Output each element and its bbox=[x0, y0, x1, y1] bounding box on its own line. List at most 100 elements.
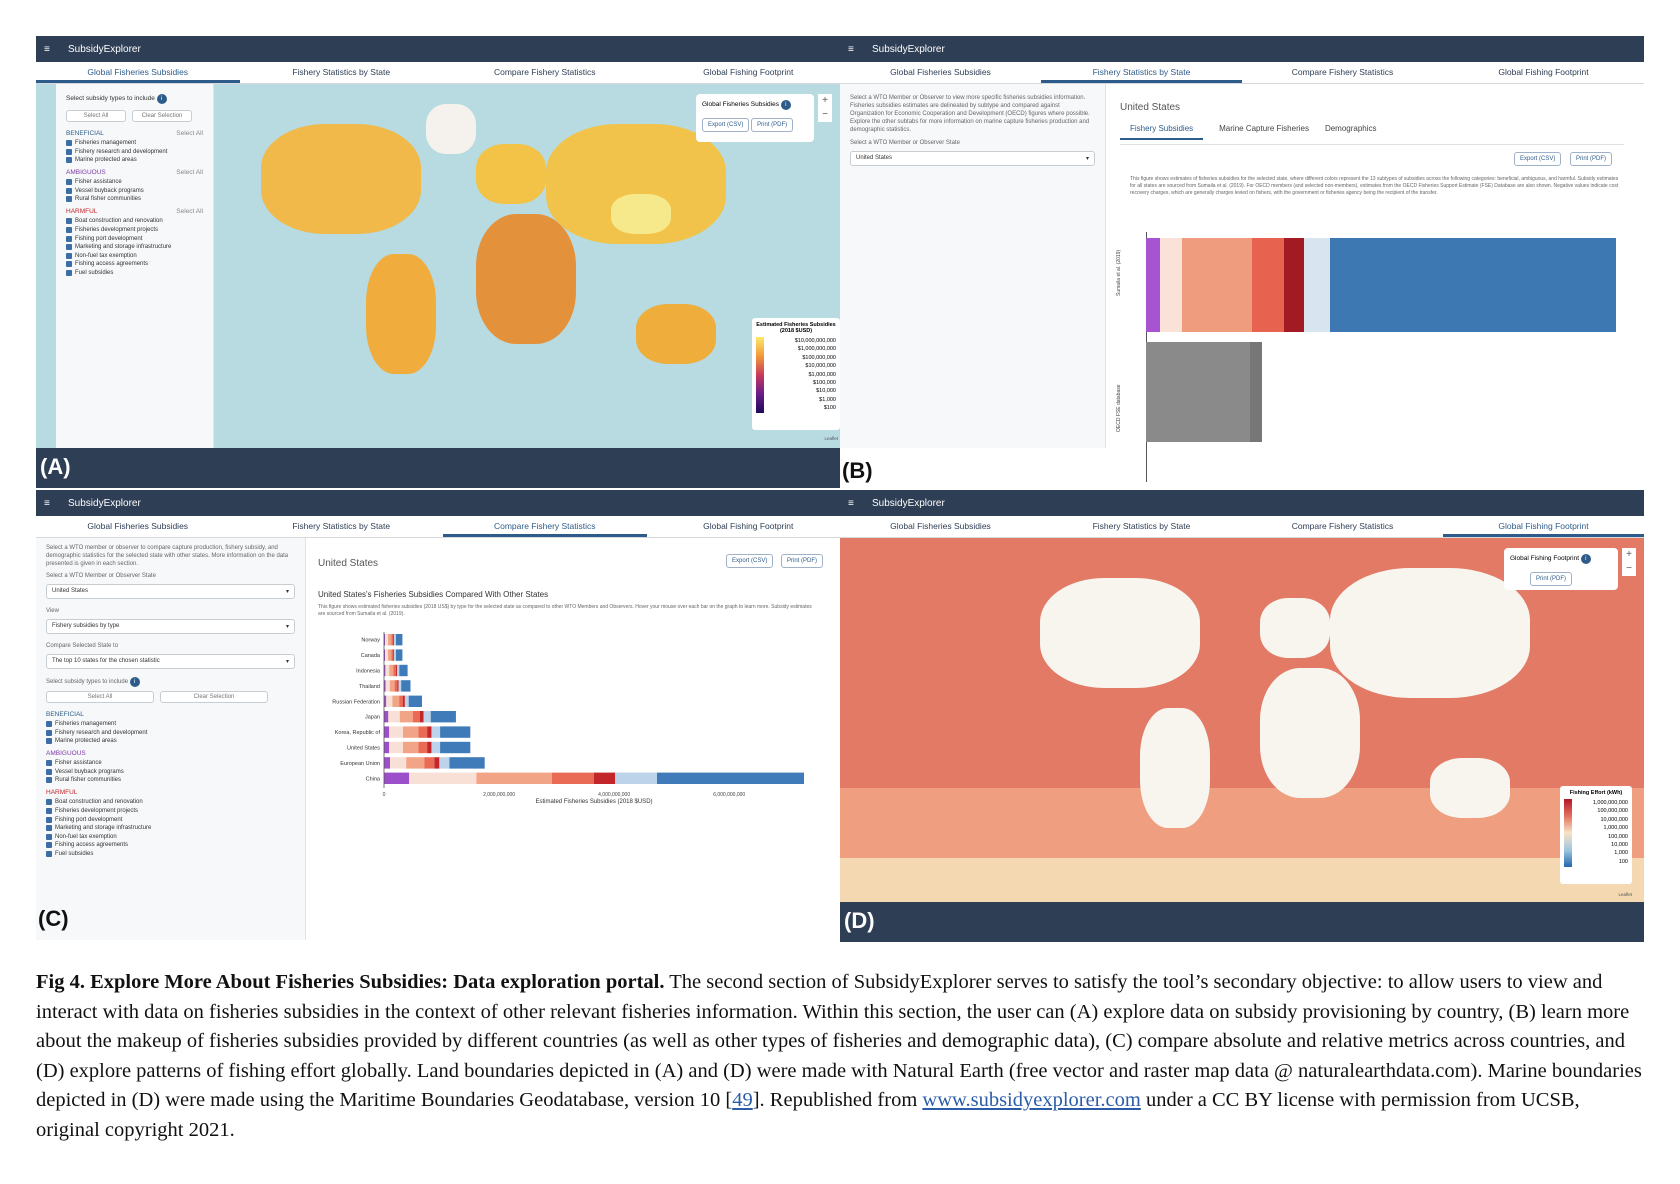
checkbox-icon[interactable] bbox=[46, 721, 52, 727]
checkbox-item[interactable]: Fisheries development projects bbox=[46, 807, 295, 814]
menu-icon[interactable]: ≡ bbox=[848, 43, 854, 55]
select-all-link[interactable]: Select All bbox=[176, 169, 203, 177]
checkbox-item[interactable]: Fishing access agreements bbox=[46, 842, 295, 849]
menu-icon[interactable]: ≡ bbox=[44, 497, 50, 509]
bar-segment[interactable] bbox=[404, 695, 409, 707]
checkbox-icon[interactable] bbox=[66, 226, 72, 233]
bar-segment[interactable] bbox=[388, 711, 400, 723]
print-pdf-button[interactable]: Print (PDF) bbox=[751, 118, 794, 132]
checkbox-icon[interactable] bbox=[46, 842, 52, 849]
info-icon[interactable]: i bbox=[129, 677, 140, 687]
checkbox-icon[interactable] bbox=[66, 269, 72, 276]
info-icon[interactable]: i bbox=[1580, 554, 1591, 564]
bar-segment[interactable] bbox=[388, 649, 392, 661]
select-all-button[interactable]: Select All bbox=[46, 691, 154, 703]
checkbox-item[interactable]: Fisher assistance bbox=[46, 760, 295, 767]
bar-segment[interactable] bbox=[431, 726, 441, 738]
leaflet-attribution[interactable]: Leaflet bbox=[1618, 892, 1632, 897]
print-pdf-button[interactable]: Print (PDF) bbox=[1530, 572, 1572, 586]
fishing-effort-map[interactable] bbox=[840, 538, 1644, 902]
bar-segment[interactable] bbox=[385, 634, 389, 646]
checkbox-icon[interactable] bbox=[46, 825, 52, 832]
clear-selection-button[interactable]: Clear Selection bbox=[160, 691, 268, 703]
bar-segment[interactable] bbox=[409, 772, 477, 784]
checkbox-icon[interactable] bbox=[46, 833, 52, 840]
tab-footprint[interactable]: Global Fishing Footprint bbox=[1443, 516, 1644, 537]
subtab-marine-capture[interactable]: Marine Capture Fisheries bbox=[1219, 124, 1309, 133]
checkbox-item[interactable]: Fisheries management bbox=[66, 140, 203, 146]
zoom-out-button[interactable]: − bbox=[1622, 562, 1636, 576]
bar-segment[interactable] bbox=[393, 649, 395, 661]
checkbox-item[interactable]: Vessel buyback programs bbox=[66, 187, 203, 194]
tab-global-subsidies[interactable]: Global Fisheries Subsidies bbox=[890, 521, 991, 531]
bar-segment[interactable] bbox=[394, 649, 396, 661]
checkbox-icon[interactable] bbox=[66, 187, 72, 194]
checkbox-icon[interactable] bbox=[66, 196, 72, 203]
print-pdf-button[interactable]: Print (PDF) bbox=[1570, 152, 1612, 166]
checkbox-item[interactable]: Marketing and storage infrastructure bbox=[66, 244, 203, 251]
export-csv-button[interactable]: Export (CSV) bbox=[1514, 152, 1562, 166]
bar-segment[interactable] bbox=[399, 664, 408, 677]
bar-segment[interactable] bbox=[430, 711, 456, 723]
tab-compare[interactable]: Compare Fishery Statistics bbox=[1291, 67, 1394, 77]
bar-segment[interactable] bbox=[391, 634, 394, 646]
bar-segment[interactable] bbox=[401, 680, 411, 692]
bar-segment[interactable] bbox=[393, 664, 396, 677]
checkbox-item[interactable]: Boat construction and renovation bbox=[66, 218, 203, 225]
bar-segment[interactable] bbox=[399, 695, 403, 707]
checkbox-icon[interactable] bbox=[66, 179, 72, 186]
bar-segment[interactable] bbox=[394, 680, 398, 692]
bar-segment[interactable] bbox=[393, 634, 395, 646]
tab-state-stats[interactable]: Fishery Statistics by State bbox=[1041, 62, 1242, 83]
bar-segment[interactable] bbox=[384, 695, 387, 707]
bar-segment[interactable] bbox=[384, 726, 390, 738]
tab-footprint[interactable]: Global Fishing Footprint bbox=[1498, 67, 1589, 77]
menu-icon[interactable]: ≡ bbox=[44, 43, 50, 55]
bar-segment[interactable] bbox=[384, 757, 391, 769]
bar-segment[interactable] bbox=[390, 757, 407, 769]
bar-segment[interactable] bbox=[384, 649, 386, 661]
checkbox-icon[interactable] bbox=[46, 738, 52, 745]
bar-segment[interactable] bbox=[384, 664, 386, 677]
checkbox-icon[interactable] bbox=[66, 218, 72, 225]
bar-segment[interactable] bbox=[476, 772, 552, 784]
bar-segment[interactable] bbox=[552, 772, 594, 784]
tab-global-subsidies[interactable]: Global Fisheries Subsidies bbox=[36, 62, 240, 83]
bar-segment[interactable] bbox=[423, 711, 431, 723]
checkbox-item[interactable]: Fishery research and development bbox=[46, 729, 295, 736]
checkbox-icon[interactable] bbox=[46, 777, 52, 784]
bar-segment[interactable] bbox=[406, 757, 425, 769]
bar-segment[interactable] bbox=[419, 711, 424, 723]
checkbox-icon[interactable] bbox=[66, 157, 72, 164]
checkbox-icon[interactable] bbox=[66, 244, 72, 251]
tab-state-stats[interactable]: Fishery Statistics by State bbox=[1092, 521, 1191, 531]
select-all-link[interactable]: Select All bbox=[176, 208, 203, 216]
compare-select[interactable]: The top 10 states for the chosen statist… bbox=[46, 654, 295, 669]
bar-segment[interactable] bbox=[431, 741, 441, 754]
checkbox-item[interactable]: Fishery research and development bbox=[66, 148, 203, 155]
checkbox-item[interactable]: Fishing port development bbox=[66, 235, 203, 242]
export-csv-button[interactable]: Export (CSV) bbox=[702, 118, 750, 132]
tab-global-subsidies[interactable]: Global Fisheries Subsidies bbox=[87, 521, 189, 531]
checkbox-icon[interactable] bbox=[46, 807, 52, 814]
bar-segment[interactable] bbox=[427, 726, 432, 738]
tab-global-subsidies[interactable]: Global Fisheries Subsidies bbox=[890, 67, 991, 77]
checkbox-icon[interactable] bbox=[66, 261, 72, 268]
bar-segment[interactable] bbox=[424, 757, 435, 769]
leaflet-attribution[interactable]: Leaflet bbox=[824, 436, 838, 441]
info-icon[interactable]: i bbox=[780, 100, 791, 110]
bar-segment[interactable] bbox=[384, 634, 386, 646]
bar-segment[interactable] bbox=[395, 634, 403, 646]
zoom-in-button[interactable]: + bbox=[1622, 548, 1636, 562]
checkbox-item[interactable]: Fisheries management bbox=[46, 721, 295, 727]
checkbox-icon[interactable] bbox=[46, 816, 52, 823]
reference-link[interactable]: 49 bbox=[732, 1089, 753, 1111]
tab-compare[interactable]: Compare Fishery Statistics bbox=[1291, 521, 1394, 531]
clear-selection-button[interactable]: Clear Selection bbox=[132, 110, 192, 122]
checkbox-item[interactable]: Fuel subsidies bbox=[66, 269, 203, 276]
bar-segment[interactable] bbox=[397, 680, 399, 692]
checkbox-icon[interactable] bbox=[46, 729, 52, 736]
bar-segment[interactable] bbox=[398, 680, 402, 692]
tab-state-stats[interactable]: Fishery Statistics by State bbox=[292, 67, 391, 77]
bar-segment[interactable] bbox=[384, 772, 410, 784]
